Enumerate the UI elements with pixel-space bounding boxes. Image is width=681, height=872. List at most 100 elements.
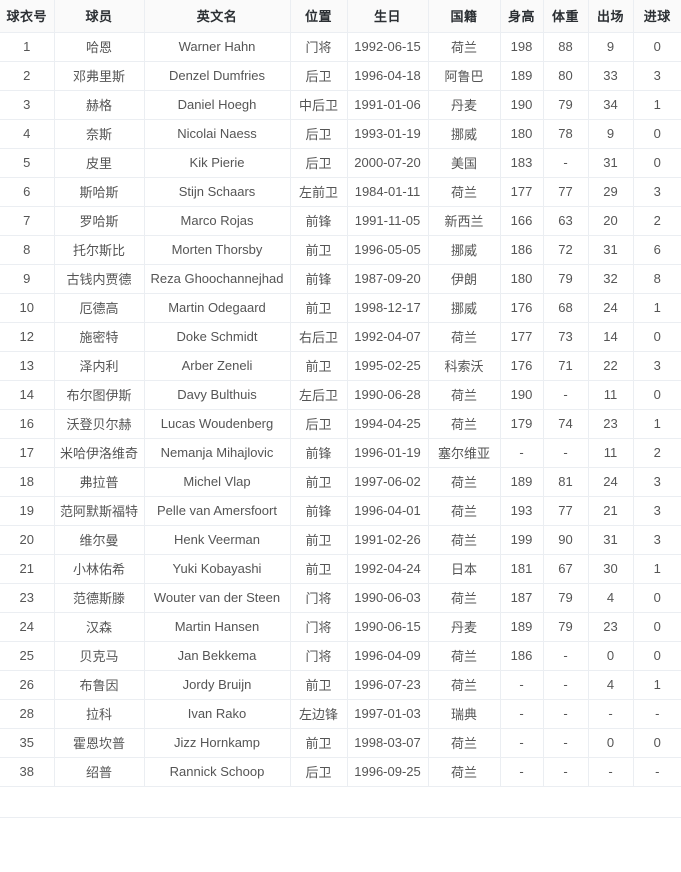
cell-birthday: 1991-02-26 bbox=[347, 525, 429, 555]
cell-birthday: 1991-11-05 bbox=[347, 206, 429, 236]
cell-number: 17 bbox=[0, 438, 55, 468]
cell-weight: 79 bbox=[543, 612, 589, 642]
cell-weight: 79 bbox=[543, 264, 589, 294]
cell-english: Nicolai Naess bbox=[144, 119, 291, 149]
table-row[interactable]: 13 泽内利 Arber Zeneli 前卫 1995-02-25 科索沃 176 71 22 3 bbox=[0, 351, 681, 381]
cell-apps: 23 bbox=[588, 612, 634, 642]
table-row[interactable]: 25 贝克马 Jan Bekkema 门将 1996-04-09 荷兰 186-0 0 bbox=[0, 641, 681, 671]
table-row[interactable]: 26 布鲁因 Jordy Bruijn 前卫 1996-07-23 荷兰 - -4 1 bbox=[0, 670, 681, 700]
cell-birthday: 1990-06-28 bbox=[347, 380, 429, 410]
column-header-birthday[interactable]: 生日 bbox=[347, 0, 429, 33]
column-header-weight[interactable]: 体重 bbox=[543, 0, 589, 33]
table-row[interactable]: 8 托尔斯比 Morten Thorsby 前卫 1996-05-05 挪威 186 72 31… bbox=[0, 235, 681, 265]
table-row[interactable]: 1 哈恩 Warner Hahn 门将 1992-06-15 荷兰 198 88 9 0 bbox=[0, 32, 681, 62]
cell-height: - bbox=[500, 699, 544, 729]
cell-number: 6 bbox=[0, 177, 55, 207]
column-header-height[interactable]: 身高 bbox=[500, 0, 544, 33]
cell-position: 前卫 bbox=[290, 351, 348, 381]
cell-weight: 67 bbox=[543, 554, 589, 584]
table-row[interactable]: 17 米哈伊洛维奇 Nemanja Mihajlovic 前锋 1996-01-19 塞尔… bbox=[0, 438, 681, 468]
column-header-nation[interactable]: 国籍 bbox=[428, 0, 501, 33]
table-row[interactable]: 14 布尔图伊斯 Davy Bulthuis 左后卫 1990-06-28 荷兰 190-1… bbox=[0, 380, 681, 410]
cell-height: 190 bbox=[500, 380, 544, 410]
table-row[interactable]: 9 古钱内贾德 Reza Ghoochannejhad 前锋 1987-09-20 伊朗 1… bbox=[0, 264, 681, 294]
cell-english: Warner Hahn bbox=[144, 32, 291, 62]
cell-nation: 荷兰 bbox=[428, 496, 501, 526]
cell-number: 20 bbox=[0, 525, 55, 555]
cell-weight: 78 bbox=[543, 119, 589, 149]
cell-player: 绍普 bbox=[54, 757, 145, 787]
cell-goals: - bbox=[633, 699, 681, 729]
cell-english: Jordy Bruijn bbox=[144, 670, 291, 700]
table-row[interactable]: 38 绍普 Rannick Schoop 后卫 1996-09-25 荷兰 - - - - bbox=[0, 757, 681, 787]
cell-height: 199 bbox=[500, 525, 544, 555]
column-header-apps[interactable]: 出场 bbox=[588, 0, 634, 33]
cell-position: 前锋 bbox=[290, 496, 348, 526]
cell-apps: 14 bbox=[588, 322, 634, 352]
table-row[interactable]: 4 奈斯 Nicolai Naess 后卫 1993-01-19 挪威 180 78 9 0 bbox=[0, 119, 681, 149]
cell-number: 3 bbox=[0, 90, 55, 120]
cell-player[interactable]: 小林佑希 bbox=[54, 554, 145, 584]
cell-english: Pelle van Amersfoort bbox=[144, 496, 291, 526]
cell-player: 霍恩坎普 bbox=[54, 728, 145, 758]
cell-player: 弗拉普 bbox=[54, 467, 145, 497]
table-row[interactable]: 19 范阿默斯福特 Pelle van Amersfoort 前锋 1996-04-01… bbox=[0, 496, 681, 526]
cell-height: 190 bbox=[500, 90, 544, 120]
table-row[interactable]: 18 弗拉普 Michel Vlap 前卫 1997-06-02 荷兰 189 81 24 3 bbox=[0, 467, 681, 497]
table-row[interactable]: 35 霍恩坎普 Jizz Hornkamp 前卫 1998-03-07 荷兰 - -0 0 bbox=[0, 728, 681, 758]
cell-birthday: 1992-04-24 bbox=[347, 554, 429, 584]
cell-weight: 71 bbox=[543, 351, 589, 381]
column-header-player[interactable]: 球员 bbox=[54, 0, 145, 33]
table-row[interactable]: 3 赫格 Daniel Hoegh 中后卫 1991-01-06 丹麦 190 79 34 1 bbox=[0, 90, 681, 120]
table-row[interactable]: 2 邓弗里斯 Denzel Dumfries 后卫 1996-04-18 阿鲁巴 189 80… bbox=[0, 61, 681, 91]
cell-number: 1 bbox=[0, 32, 55, 62]
cell-position: 门将 bbox=[290, 612, 348, 642]
cell-goals: 0 bbox=[633, 380, 681, 410]
cell-goals: 0 bbox=[633, 728, 681, 758]
cell-nation: 挪威 bbox=[428, 293, 501, 323]
table-row[interactable]: 16 沃登贝尔赫 Lucas Woudenberg 后卫 1994-04-25 荷兰 179… bbox=[0, 409, 681, 439]
cell-weight: - bbox=[543, 757, 589, 787]
cell-apps: 24 bbox=[588, 293, 634, 323]
table-row[interactable]: 5 皮里 Kik Pierie 后卫 2000-07-20 美国 183-31 0 bbox=[0, 148, 681, 178]
table-row[interactable]: 24 汉森 Martin Hansen 门将 1990-06-15 丹麦 189 79 23 0 bbox=[0, 612, 681, 642]
cell-number: 8 bbox=[0, 235, 55, 265]
cell-number: 13 bbox=[0, 351, 55, 381]
cell-number: 21 bbox=[0, 554, 55, 584]
cell-player: 汉森 bbox=[54, 612, 145, 642]
cell-goals: 0 bbox=[633, 641, 681, 671]
cell-nation: 挪威 bbox=[428, 119, 501, 149]
cell-weight: 90 bbox=[543, 525, 589, 555]
column-header-english[interactable]: 英文名 bbox=[144, 0, 291, 33]
cell-birthday: 1992-04-07 bbox=[347, 322, 429, 352]
cell-english: Kik Pierie bbox=[144, 148, 291, 178]
cell-number: 16 bbox=[0, 409, 55, 439]
cell-position: 后卫 bbox=[290, 148, 348, 178]
cell-nation: 阿鲁巴 bbox=[428, 61, 501, 91]
table-row[interactable]: 7 罗哈斯 Marco Rojas 前锋 1991-11-05 新西兰 166 63 20 2 bbox=[0, 206, 681, 236]
cell-apps: 9 bbox=[588, 32, 634, 62]
cell-apps: - bbox=[588, 757, 634, 787]
table-row[interactable]: 10 厄德高 Martin Odegaard 前卫 1998-12-17 挪威 176 68 2… bbox=[0, 293, 681, 323]
table-row[interactable]: 21 小林佑希 Yuki Kobayashi 前卫 1992-04-24 日本 181 67 3… bbox=[0, 554, 681, 584]
cell-birthday: 1996-01-19 bbox=[347, 438, 429, 468]
cell-weight: 80 bbox=[543, 61, 589, 91]
cell-height: 189 bbox=[500, 467, 544, 497]
cell-position: 后卫 bbox=[290, 409, 348, 439]
cell-number: 18 bbox=[0, 467, 55, 497]
column-header-number[interactable]: 球衣号 bbox=[0, 0, 55, 33]
cell-nation: 荷兰 bbox=[428, 380, 501, 410]
cell-position: 前卫 bbox=[290, 293, 348, 323]
cell-english: Daniel Hoegh bbox=[144, 90, 291, 120]
cell-player: 拉科 bbox=[54, 699, 145, 729]
cell-weight: 74 bbox=[543, 409, 589, 439]
table-row[interactable]: 20 维尔曼 Henk Veerman 前卫 1991-02-26 荷兰 199 90 31 3 bbox=[0, 525, 681, 555]
table-row[interactable]: 28 拉科 Ivan Rako 左边锋 1997-01-03 瑞典 - - - - bbox=[0, 699, 681, 729]
table-row[interactable]: 12 施密特 Doke Schmidt 右后卫 1992-04-07 荷兰 177 73 14 0 bbox=[0, 322, 681, 352]
table-row[interactable]: 23 范德斯滕 Wouter van der Steen 门将 1990-06-03 荷兰… bbox=[0, 583, 681, 613]
column-header-goals[interactable]: 进球 bbox=[633, 0, 681, 33]
cell-height: 180 bbox=[500, 119, 544, 149]
cell-birthday: 1987-09-20 bbox=[347, 264, 429, 294]
column-header-position[interactable]: 位置 bbox=[290, 0, 348, 33]
table-row[interactable]: 6 斯哈斯 Stijn Schaars 左前卫 1984-01-11 荷兰 177 77 29 3 bbox=[0, 177, 681, 207]
